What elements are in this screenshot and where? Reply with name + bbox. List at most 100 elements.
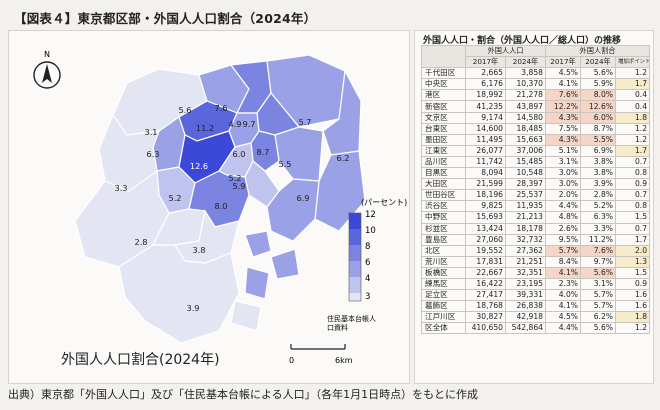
cell-p2024: 39,331 [504,289,547,302]
cell-p2017: 18,768 [465,300,506,313]
map-panel: N [8,30,410,384]
cell-r2024: 9.7% [580,255,617,268]
col-header-increase: 増加ポイント [615,56,651,69]
map-caption: 外国人人口割合(2024年) [61,352,220,368]
cell-r2017: 4.5% [545,311,582,324]
cell-p2024: 18,485 [504,122,547,135]
table-row: 荒川区 17,831 21,251 8.4% 9.7% 1.3 [421,255,651,268]
cell-r2024: 3.1% [580,277,617,291]
cell-p2017: 9,174 [465,111,506,124]
cell-inc: 0.4 [615,89,651,102]
ward-name-cell: 渋谷区 [421,200,466,213]
cell-p2017: 6,176 [465,78,506,91]
cell-p2017: 41,235 [465,100,506,113]
cell-r2017: 2.6% [545,222,582,235]
cell-inc: 1.6 [615,300,651,313]
ward-value-ota: 3.9 [186,303,199,313]
cell-p2024: 37,006 [504,144,547,157]
table-panel: 外国人人口・割合（外国人人口／総人口）の推移 外国人人口 外国人割合 2017年… [414,30,654,384]
bay-island-1 [244,230,272,258]
cell-p2024: 18,178 [504,222,547,235]
cell-r2017: 4.8% [545,211,582,224]
cell-r2017: 3.1% [545,155,582,169]
cell-p2024: 26,838 [504,300,547,313]
table-row: 豊島区 27,060 32,732 9.5% 11.2% 1.7 [421,233,651,246]
cell-p2024: 11,935 [504,200,547,213]
cell-r2017: 5.1% [545,144,582,157]
cell-p2024: 3,858 [504,67,547,80]
ward-value-shinjuku: 12.6 [190,161,208,171]
cell-p2017: 9,825 [465,200,506,213]
table-row: 北区 19,552 27,362 5.7% 7.6% 2.0 [421,244,651,257]
ward-value-koto: 6.9 [296,193,309,203]
cell-inc: 2.0 [615,244,651,257]
cell-p2017: 26,077 [465,144,506,157]
ward-name-cell: 大田区 [421,178,466,191]
cell-p2024: 10,548 [504,167,547,180]
cell-inc: 1.5 [615,266,651,279]
ward-value-shibuya: 5.2 [168,193,181,203]
color-legend: (パーセント) 12 10 8 6 4 3 [348,198,407,302]
legend-tick-10: 10 [365,226,376,236]
legend-title: (パーセント) [361,198,407,207]
ward-name-cell: 区全体 [421,322,466,335]
table-row: 港区 18,992 21,278 7.6% 8.0% 0.4 [421,89,651,102]
ward-value-sumida: 5.5 [278,159,291,169]
ward-map: N [33,50,407,365]
cell-p2024: 10,370 [504,78,547,91]
ward-value-taito: 8.7 [256,147,269,157]
cell-r2017: 4.3% [545,111,582,124]
table-row: 区全体 410,650 542,864 4.4% 5.6% 1.2 [421,322,651,335]
cell-p2024: 14,580 [504,111,547,124]
cell-r2024: 5.6% [580,322,617,335]
ward-name-cell: 品川区 [421,155,466,169]
cell-r2017: 8.4% [545,255,582,268]
north-label: N [44,50,50,59]
ward-name-cell: 港区 [421,89,466,102]
cell-p2024: 23,195 [504,277,547,291]
cell-inc: 0.8 [615,200,651,213]
cell-r2024: 7.6% [580,244,617,257]
cell-r2024: 11.2% [580,233,617,246]
legend-tick-12: 12 [365,210,376,220]
ward-name-cell: 世田谷区 [421,189,466,202]
group-header-population: 外国人人口 [464,44,547,58]
cell-p2024: 15,663 [504,133,547,146]
cell-p2024: 43,897 [504,100,547,113]
ward-name-cell: 北区 [421,244,466,257]
cell-inc: 1.2 [615,322,651,335]
cell-r2017: 3.0% [545,178,582,191]
cell-inc: 1.7 [615,233,651,246]
legend-tick-4: 4 [365,274,370,284]
cell-r2017: 4.0% [545,289,582,302]
table-row: 目黒区 8,094 10,548 3.0% 3.8% 0.8 [421,167,651,180]
cell-p2017: 410,650 [465,322,506,335]
legend-swatch-8 [349,245,361,261]
table-row: 杉並区 13,424 18,178 2.6% 3.3% 0.7 [421,222,651,235]
ward-name-cell: 足立区 [421,289,466,302]
cell-r2017: 4.1% [545,78,582,91]
ward-name-cell: 中野区 [421,211,466,224]
ward-name-cell: 板橋区 [421,266,466,279]
cell-p2017: 11,495 [465,133,506,146]
ward-name-cell: 中央区 [421,78,466,91]
scale-zero: 0 [289,356,294,365]
cell-inc: 0.8 [615,167,651,180]
cell-r2017: 4.1% [545,266,582,279]
ward-value-minato: 8.0 [214,201,227,211]
ward-sumida [274,126,324,182]
cell-r2024: 5.7% [580,300,617,313]
ward-value-arakawa: 9.7 [242,119,255,129]
table-row: 練馬区 16,422 23,195 2.3% 3.1% 0.9 [421,277,651,291]
ward-name-cell: 台東区 [421,122,466,135]
cell-r2024: 6.2% [580,311,617,324]
cell-p2017: 14,600 [465,122,506,135]
cell-r2017: 4.1% [545,300,582,313]
table-row: 大田区 21,599 28,397 3.0% 3.9% 0.9 [421,178,651,191]
cell-r2017: 4.3% [545,133,582,146]
cell-r2024: 5.6% [580,67,617,80]
cell-r2017: 5.7% [545,244,582,257]
cell-r2024: 8.7% [580,122,617,135]
cell-inc: 1.3 [615,255,651,268]
col-header-p2017: 2017年 [465,56,506,69]
